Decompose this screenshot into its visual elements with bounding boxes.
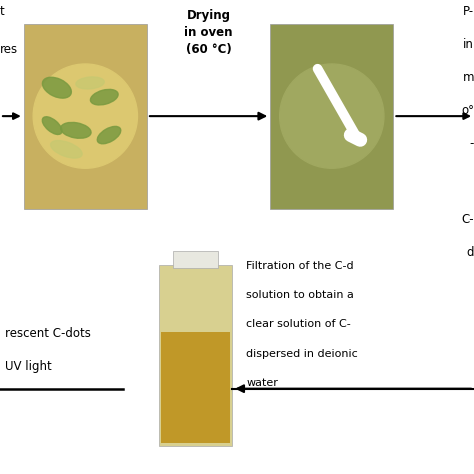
Text: Filtration of the C-d: Filtration of the C-d [246,261,354,271]
Ellipse shape [91,90,118,105]
Ellipse shape [51,141,82,158]
Ellipse shape [76,77,104,89]
Ellipse shape [61,122,91,138]
Ellipse shape [97,127,121,144]
Text: Drying
in oven
(60 °C): Drying in oven (60 °C) [184,9,233,56]
Ellipse shape [42,77,72,98]
Text: o°: o° [461,104,474,117]
Text: UV light: UV light [5,360,52,373]
Text: dispersed in deionic: dispersed in deionic [246,349,358,359]
Bar [270,24,393,209]
Text: d: d [466,246,474,259]
Text: rescent C-dots: rescent C-dots [5,327,91,340]
Bar [161,331,230,443]
Text: C-: C- [461,213,474,226]
Text: -: - [470,137,474,150]
Bar [173,251,218,268]
Text: m: m [463,71,474,84]
Text: solution to obtain a: solution to obtain a [246,290,355,300]
Bar [159,265,232,446]
Circle shape [280,64,384,168]
Text: in: in [463,38,474,51]
Text: water: water [246,378,278,388]
Text: clear solution of C-: clear solution of C- [246,319,351,329]
Text: t: t [0,5,5,18]
Text: P-: P- [463,5,474,18]
Circle shape [33,64,137,168]
Text: res: res [0,43,18,55]
Bar [24,24,147,209]
Ellipse shape [42,117,62,135]
